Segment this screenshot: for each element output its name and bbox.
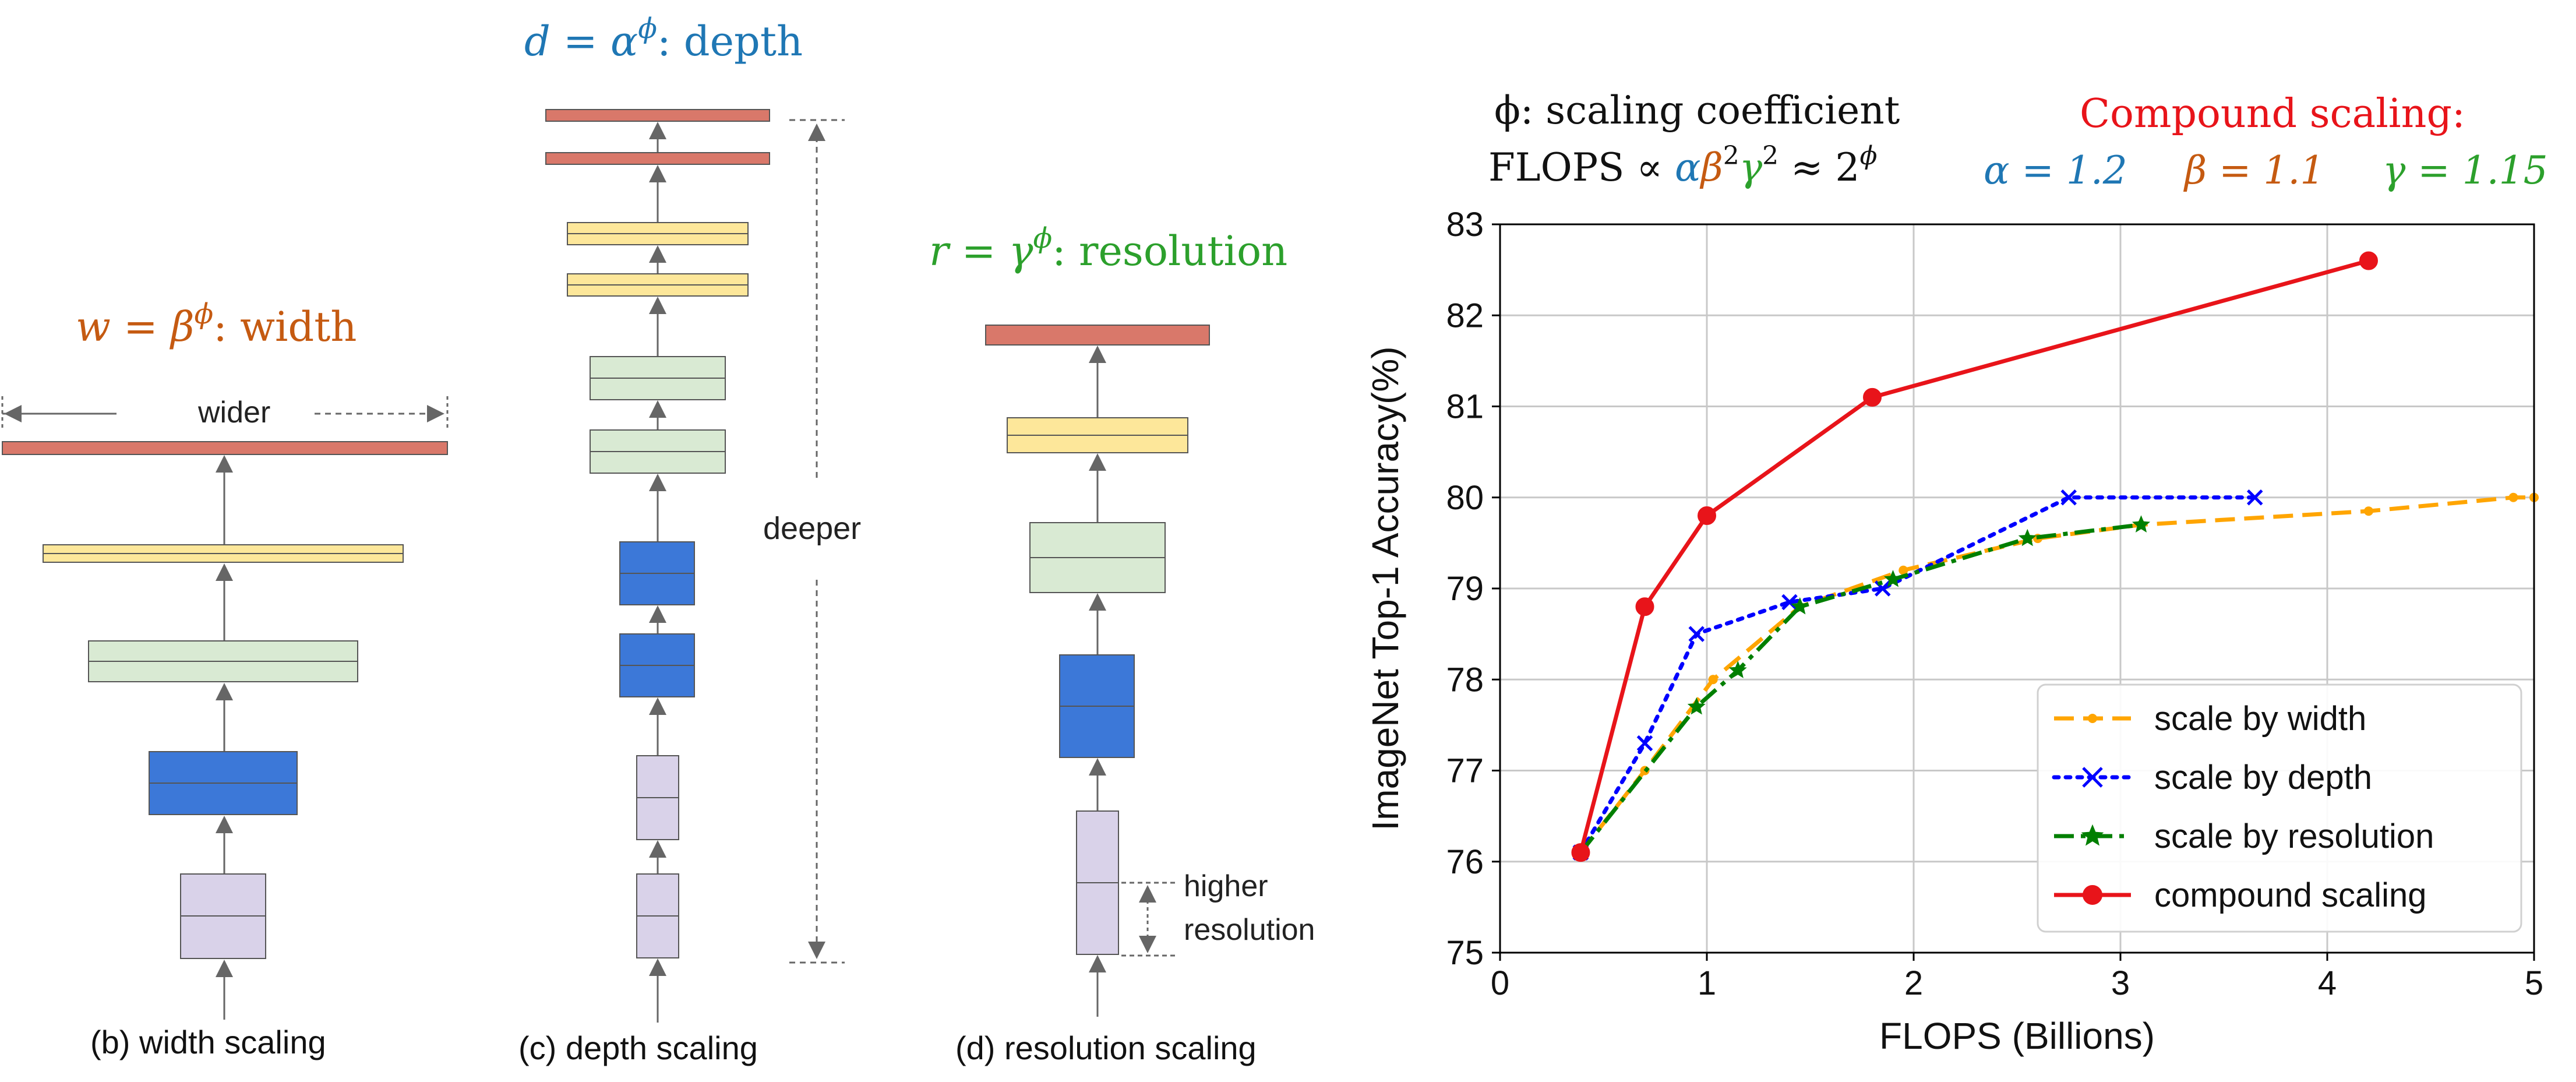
gamma-value: γ = 1.15: [2383, 148, 2548, 193]
data-point-scale-by-resolution: [2132, 515, 2151, 533]
legend-marker-scale-by-resolution: [2081, 824, 2104, 846]
data-point-compound-scaling: [2359, 251, 2378, 270]
depth-formula: d = αϕ: depth: [524, 12, 803, 65]
chart-series: [1571, 251, 2539, 862]
depth-head-layer-2: [545, 152, 770, 165]
data-point-scale-by-width: [2364, 506, 2373, 516]
width-scaling-diagram: w = βϕ: width wider (b) width scaling: [1, 298, 449, 1060]
data-point-scale-by-resolution: [1687, 697, 1706, 715]
data-point-scale-by-depth: [2060, 489, 2077, 506]
y-tick-label: 75: [1446, 934, 1484, 972]
x-tick-label: 3: [2111, 964, 2130, 1002]
data-point-scale-by-depth: [1636, 735, 1653, 752]
data-point-compound-scaling: [1698, 506, 1716, 525]
x-tick-label: 5: [2525, 964, 2543, 1002]
width-caption: (b) width scaling: [90, 1024, 326, 1060]
chart-ticks: 0 1 2 3 4 5 75 76 77 78 79 80 81 82 83: [1446, 206, 2543, 1002]
y-tick-label: 82: [1446, 297, 1484, 334]
width-formula: w = βϕ: width: [76, 298, 357, 351]
legend-label-scale-by-depth: scale by depth: [2154, 759, 2372, 796]
legend-box: [2037, 683, 2522, 933]
resolution-caption: (d) resolution scaling: [955, 1030, 1257, 1066]
data-point-scale-by-resolution: [1883, 570, 1903, 587]
y-tick-label: 77: [1446, 752, 1484, 790]
higher-resolution-label-1: higher: [1184, 869, 1268, 903]
depth-caption: (c) depth scaling: [518, 1030, 758, 1066]
data-point-compound-scaling: [1571, 843, 1590, 862]
phi-definition: ϕ: scaling coefficient: [1494, 88, 1900, 133]
x-tick-label: 0: [1491, 964, 1509, 1002]
deeper-label: deeper: [763, 511, 861, 546]
chart-annotations: ϕ: scaling coefficient FLOPS ∝ αβ2γ2 ≈ 2…: [1488, 88, 2548, 193]
y-tick-label: 80: [1446, 479, 1484, 517]
resolution-formula: r = γϕ: resolution: [929, 222, 1287, 275]
y-axis-label: ImageNet Top-1 Accuracy(%): [1364, 346, 1406, 830]
data-point-scale-by-resolution: [1728, 661, 1747, 678]
chart-legend: scale by width scale by depth scale by res…: [2037, 683, 2522, 933]
data-point-scale-by-depth: [2246, 489, 2263, 506]
depth-scaling-diagram: d = αϕ: depth deeper: [518, 12, 861, 1066]
data-point-scale-by-depth: [1781, 594, 1798, 611]
data-point-scale-by-width: [1899, 565, 1908, 575]
higher-resolution-label-2: resolution: [1184, 913, 1315, 947]
legend-marker-scale-by-depth: [2082, 767, 2103, 788]
y-tick-label: 83: [1446, 206, 1484, 244]
x-tick-label: 1: [1698, 964, 1716, 1002]
legend-label-compound-scaling: compound scaling: [2154, 876, 2427, 914]
resolution-scaling-diagram: r = γϕ: resolution higher resolution (d)…: [929, 222, 1315, 1066]
legend-label-scale-by-width: scale by width: [2154, 700, 2366, 738]
y-tick-label: 76: [1446, 843, 1484, 881]
compound-scaling-title: Compound scaling:: [2080, 91, 2465, 137]
width-head-layer: [2, 441, 448, 455]
x-tick-label: 4: [2318, 964, 2337, 1002]
legend-marker-compound-scaling: [2083, 885, 2102, 905]
depth-head-layer-1: [545, 109, 770, 122]
data-point-compound-scaling: [1863, 387, 1882, 407]
series-compound-scaling: [1571, 251, 2378, 862]
beta-value: β = 1.1: [2183, 148, 2324, 193]
data-point-scale-by-resolution: [1791, 597, 1809, 615]
y-tick-label: 81: [1446, 388, 1484, 426]
legend-label-scale-by-resolution: scale by resolution: [2154, 817, 2434, 855]
flops-relation: FLOPS ∝ αβ2γ2 ≈ 2ϕ: [1488, 141, 1877, 190]
alpha-value: α = 1.2: [1984, 148, 2127, 193]
x-axis-label: FLOPS (Billions): [1879, 1015, 2155, 1057]
data-point-scale-by-width: [2508, 492, 2518, 502]
data-point-scale-by-width: [1708, 675, 1718, 685]
legend-item-scale-by-resolution: scale by resolution: [2054, 817, 2434, 855]
wider-label: wider: [197, 396, 270, 429]
legend-item-scale-by-depth: scale by depth: [2052, 759, 2372, 796]
data-point-scale-by-resolution: [2018, 528, 2037, 547]
resolution-head-layer: [985, 325, 1210, 346]
y-tick-label: 79: [1446, 570, 1484, 608]
legend-item-compound-scaling: compound scaling: [2054, 876, 2427, 914]
accuracy-flops-chart: 0 1 2 3 4 5 75 76 77 78 79 80 81 82 83 FLOPS (Billions…: [1364, 206, 2543, 1057]
data-point-compound-scaling: [1635, 597, 1654, 616]
data-point-scale-by-depth: [1688, 626, 1705, 642]
x-tick-label: 2: [1904, 964, 1923, 1002]
legend-item-scale-by-width: scale by width: [2054, 700, 2366, 738]
y-tick-label: 78: [1446, 661, 1484, 699]
legend-marker-scale-by-width: [2088, 714, 2097, 723]
